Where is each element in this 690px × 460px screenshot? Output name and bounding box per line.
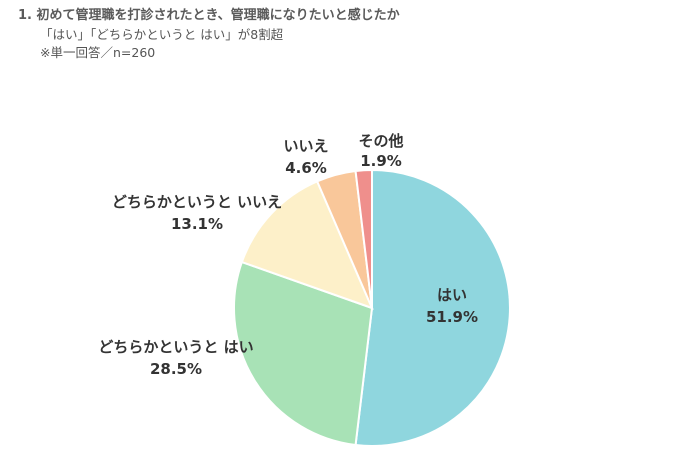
chart-header: 1. 初めて管理職を打診されたとき、管理職になりたいと感じたか 「はい」「どちら…	[18, 6, 400, 63]
slice-label-2: どちらかというと はい	[98, 338, 253, 356]
slice-value-1: 51.9%	[426, 308, 478, 326]
pie-slice-5	[354, 168, 373, 309]
slice-value-2: 28.5%	[150, 360, 202, 378]
pie-slice-3	[240, 180, 374, 310]
pie-slice-2	[233, 260, 374, 447]
slice-label-3: どちらかというと いいえ	[112, 193, 282, 211]
question-subtitle: 「はい」「どちらかというと はい」が8割超	[40, 26, 284, 42]
question-title: 1. 初めて管理職を打診されたとき、管理職になりたいと感じたか	[18, 8, 400, 23]
slice-value-3: 13.1%	[171, 215, 223, 233]
slice-label-5: その他	[358, 132, 403, 150]
slice-value-5: 1.9%	[360, 152, 402, 170]
slice-value-4: 4.6%	[285, 159, 327, 177]
slice-label-1: はい	[437, 286, 467, 304]
pie-slice-1	[354, 168, 511, 447]
slice-label-4: いいえ	[283, 137, 328, 155]
sample-note: ※単一回答／n=260	[40, 45, 156, 61]
